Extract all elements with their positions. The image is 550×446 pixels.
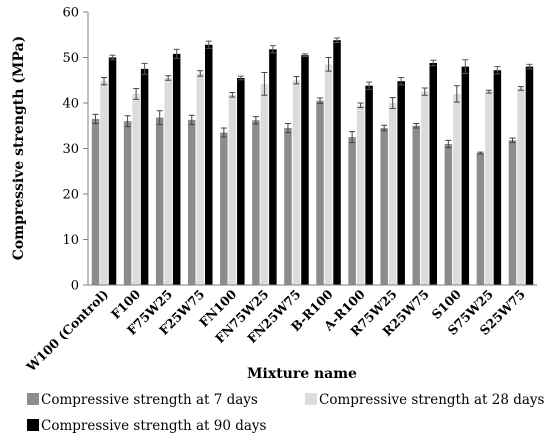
bar <box>324 64 333 285</box>
bar <box>205 44 213 286</box>
bar <box>228 94 237 285</box>
bar <box>172 53 181 285</box>
y-tick-label: 30 <box>62 142 79 157</box>
bar <box>301 55 309 285</box>
x-axis-title: Mixture name <box>247 366 357 382</box>
legend: Compressive strength at 7 days Compressiv… <box>27 392 545 434</box>
bar <box>429 62 437 286</box>
bar <box>155 117 164 285</box>
bar <box>188 119 196 286</box>
bar <box>397 81 405 285</box>
legend-label: Compressive strength at 7 days <box>41 392 258 408</box>
bar <box>348 137 356 285</box>
bar <box>476 153 485 285</box>
bar <box>356 105 365 286</box>
bar <box>269 49 277 286</box>
bar <box>220 132 228 285</box>
bar <box>91 118 100 285</box>
bar <box>164 77 172 285</box>
bar <box>123 121 132 285</box>
y-tick-label: 20 <box>62 188 79 203</box>
legend-label: Compressive strength at 28 days <box>319 392 545 408</box>
bar <box>485 91 493 285</box>
bar <box>380 128 388 285</box>
legend-label: Compressive strength at 90 days <box>41 418 267 434</box>
y-tick-label: 10 <box>62 233 79 248</box>
bar <box>316 100 324 285</box>
y-axis-title: Compressive strength (MPa) <box>11 36 27 260</box>
bar <box>444 143 453 285</box>
y-tick-label: 50 <box>62 51 79 66</box>
legend-swatch <box>305 393 317 405</box>
bar <box>333 40 341 286</box>
bar <box>132 93 140 286</box>
bar <box>453 93 461 286</box>
x-tick-label: W100 (Control) <box>23 287 111 375</box>
bar <box>284 128 292 285</box>
y-tick-label: 0 <box>71 279 79 294</box>
bar <box>108 57 117 285</box>
bar <box>292 80 301 285</box>
y-tick-label: 40 <box>62 97 79 112</box>
bar <box>365 85 373 286</box>
bar <box>421 91 429 285</box>
bar <box>508 140 517 285</box>
bar <box>461 66 470 285</box>
bar <box>237 77 245 285</box>
bar <box>525 66 534 285</box>
legend-swatch <box>27 393 39 405</box>
y-tick-label: 60 <box>62 6 79 21</box>
bar <box>196 73 204 285</box>
bar <box>260 83 269 285</box>
legend-swatch <box>27 419 39 431</box>
bar <box>252 120 260 285</box>
bar <box>493 70 502 286</box>
bar <box>100 81 108 285</box>
bar <box>412 125 420 285</box>
bar <box>517 88 525 285</box>
bar <box>140 68 149 285</box>
bar <box>388 103 397 285</box>
